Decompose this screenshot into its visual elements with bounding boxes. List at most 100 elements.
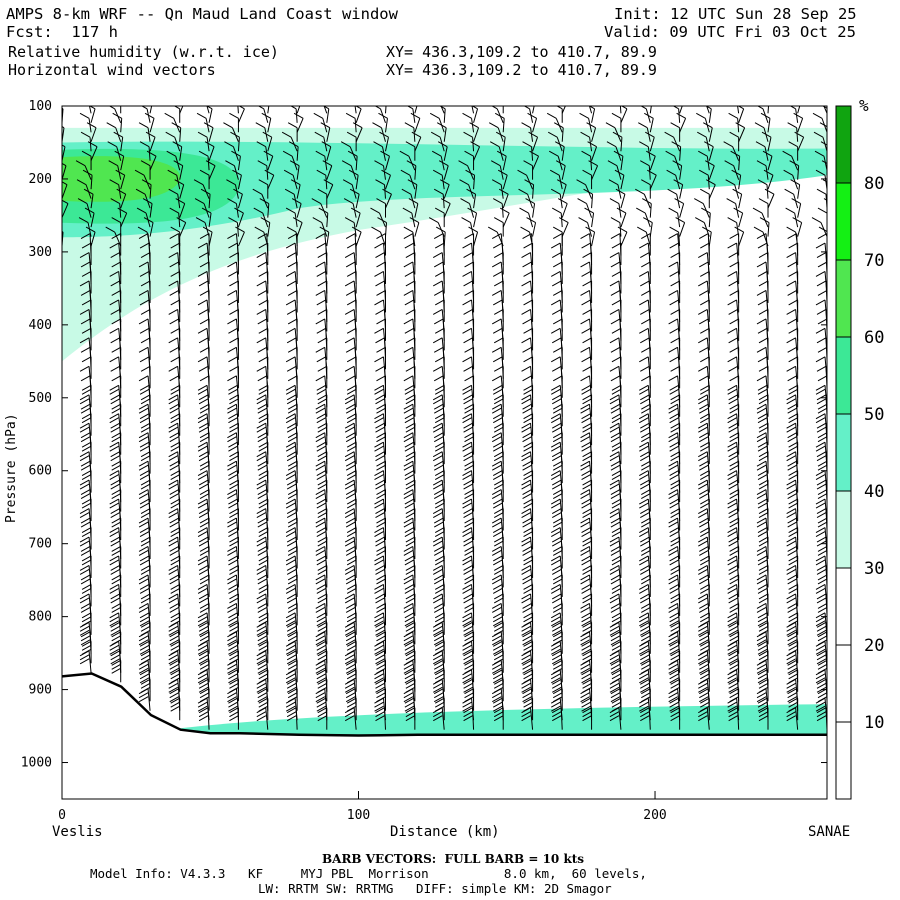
wind-barb-feather bbox=[140, 565, 151, 571]
wind-barb-feather bbox=[138, 578, 149, 585]
wind-barb-feather bbox=[264, 169, 275, 176]
wind-barb-feather bbox=[551, 559, 561, 566]
wind-barb-feather bbox=[256, 682, 267, 689]
wind-barb-feather bbox=[404, 644, 415, 651]
wind-barb-feather bbox=[787, 233, 797, 239]
wind-barb-feather bbox=[581, 502, 591, 509]
wind-barb-feather bbox=[404, 616, 415, 623]
wind-barb-feather bbox=[550, 640, 561, 647]
wind-barb-feather bbox=[729, 635, 739, 642]
wind-barb-feather bbox=[698, 682, 708, 689]
wind-barb-feather bbox=[316, 417, 327, 424]
wind-barb-feather bbox=[51, 290, 60, 295]
wind-barb-feather bbox=[110, 512, 120, 518]
wind-barb-feather bbox=[227, 432, 237, 439]
wind-barb-feather bbox=[550, 384, 561, 391]
wind-barb-feather bbox=[346, 559, 357, 566]
wind-barb-feather bbox=[670, 508, 680, 514]
wind-barb-feather bbox=[587, 141, 597, 148]
wind-barb-feather bbox=[404, 441, 415, 448]
wind-barb-feather bbox=[640, 707, 650, 714]
wind-barb-feather bbox=[374, 388, 384, 395]
wind-barb-feather bbox=[815, 299, 826, 306]
wind-barb-feather bbox=[521, 625, 531, 632]
left-endpoint-label: Veslis bbox=[52, 824, 103, 840]
wind-barb-feather bbox=[609, 508, 620, 514]
wind-barb-feather bbox=[225, 160, 235, 167]
wind-barb bbox=[591, 146, 598, 161]
wind-barb-feather bbox=[641, 659, 651, 666]
wind-barb-feather bbox=[698, 625, 708, 632]
wind-barb-feather bbox=[756, 659, 767, 666]
wind-barb-feather bbox=[640, 536, 650, 543]
wind-barb-feather bbox=[405, 625, 416, 632]
wind-barb-feather bbox=[405, 479, 416, 486]
wind-barb-feather bbox=[695, 94, 704, 99]
wind-barb bbox=[502, 137, 506, 152]
wind-barb-feather bbox=[756, 635, 767, 642]
wind-barb-feather bbox=[493, 308, 504, 315]
wind-barb bbox=[706, 156, 710, 171]
wind-barb-feather bbox=[786, 280, 796, 287]
wind-barb-feather bbox=[317, 711, 328, 718]
wind-barb-feather bbox=[700, 502, 710, 509]
wind-barb bbox=[765, 165, 769, 180]
wind-barb-feather bbox=[375, 682, 385, 689]
wind-barb-feather bbox=[198, 625, 209, 632]
wind-barb-feather bbox=[580, 639, 590, 646]
wind-barb-feather bbox=[203, 122, 214, 129]
wind-barb-feather bbox=[464, 493, 474, 500]
wind-barb-feather bbox=[345, 639, 356, 646]
wind-barb-feather bbox=[139, 555, 150, 562]
wind-barb-feather bbox=[674, 198, 684, 205]
wind-barb-feather bbox=[317, 678, 328, 685]
wind-barb-feather bbox=[256, 308, 267, 315]
wind-barb-feather bbox=[256, 593, 267, 600]
wind-barb-feather bbox=[263, 150, 274, 157]
wind-barb-feather bbox=[728, 337, 738, 344]
wind-barb-feather bbox=[699, 692, 709, 699]
wind-barb-feather bbox=[815, 705, 826, 712]
wind-barb-feather bbox=[111, 489, 121, 496]
wind-barb-feather bbox=[698, 483, 708, 490]
wind-barb-feather bbox=[820, 141, 827, 146]
wind-barb-feather bbox=[757, 612, 768, 619]
wind-barb-feather bbox=[668, 290, 678, 296]
wind-barb-feather bbox=[550, 242, 561, 249]
wind-barb-feather bbox=[405, 654, 416, 661]
wind-barb-feather bbox=[434, 555, 445, 562]
wind-barb-feather bbox=[346, 417, 357, 424]
right-endpoint-label: SANAE bbox=[808, 824, 851, 840]
wind-barb-feather bbox=[403, 493, 414, 500]
wind-barb-feather bbox=[492, 441, 503, 448]
wind-barb-feather bbox=[81, 271, 92, 277]
wind-barb-feather bbox=[788, 616, 798, 623]
wind-barb-feather bbox=[669, 226, 679, 233]
wind-barb-feather bbox=[62, 565, 63, 567]
wind-barb-feather bbox=[434, 673, 445, 680]
wind-barb-feather bbox=[550, 327, 561, 334]
wind-barb-feather bbox=[582, 536, 592, 543]
wind-barb-feather bbox=[51, 465, 60, 470]
wind-barb-feather bbox=[582, 707, 592, 714]
wind-barb-feather bbox=[729, 521, 739, 528]
wind-barb-feather bbox=[551, 422, 562, 429]
wind-barb-feather bbox=[668, 517, 678, 524]
wind-barb-feather bbox=[523, 612, 533, 619]
wind-barb-feather bbox=[581, 356, 591, 363]
wind-barb-feather bbox=[345, 290, 356, 296]
wind-barb-feather bbox=[374, 417, 384, 424]
wind-barb-feather bbox=[492, 616, 503, 623]
wind-barb-feather bbox=[256, 426, 267, 433]
wind-barb-feather bbox=[463, 398, 473, 405]
wind-barb-feather bbox=[79, 593, 90, 600]
wind-barb-feather bbox=[52, 621, 61, 626]
wind-barb-feather bbox=[228, 94, 237, 99]
wind-barb-feather bbox=[109, 616, 119, 623]
wind-barb-feather bbox=[286, 455, 297, 462]
wind-barb bbox=[797, 118, 804, 133]
wind-barb-feather bbox=[228, 583, 238, 590]
wind-barb-feather bbox=[700, 388, 710, 395]
wind-barb-feather bbox=[434, 445, 445, 452]
wind-barb-feather bbox=[227, 696, 237, 703]
